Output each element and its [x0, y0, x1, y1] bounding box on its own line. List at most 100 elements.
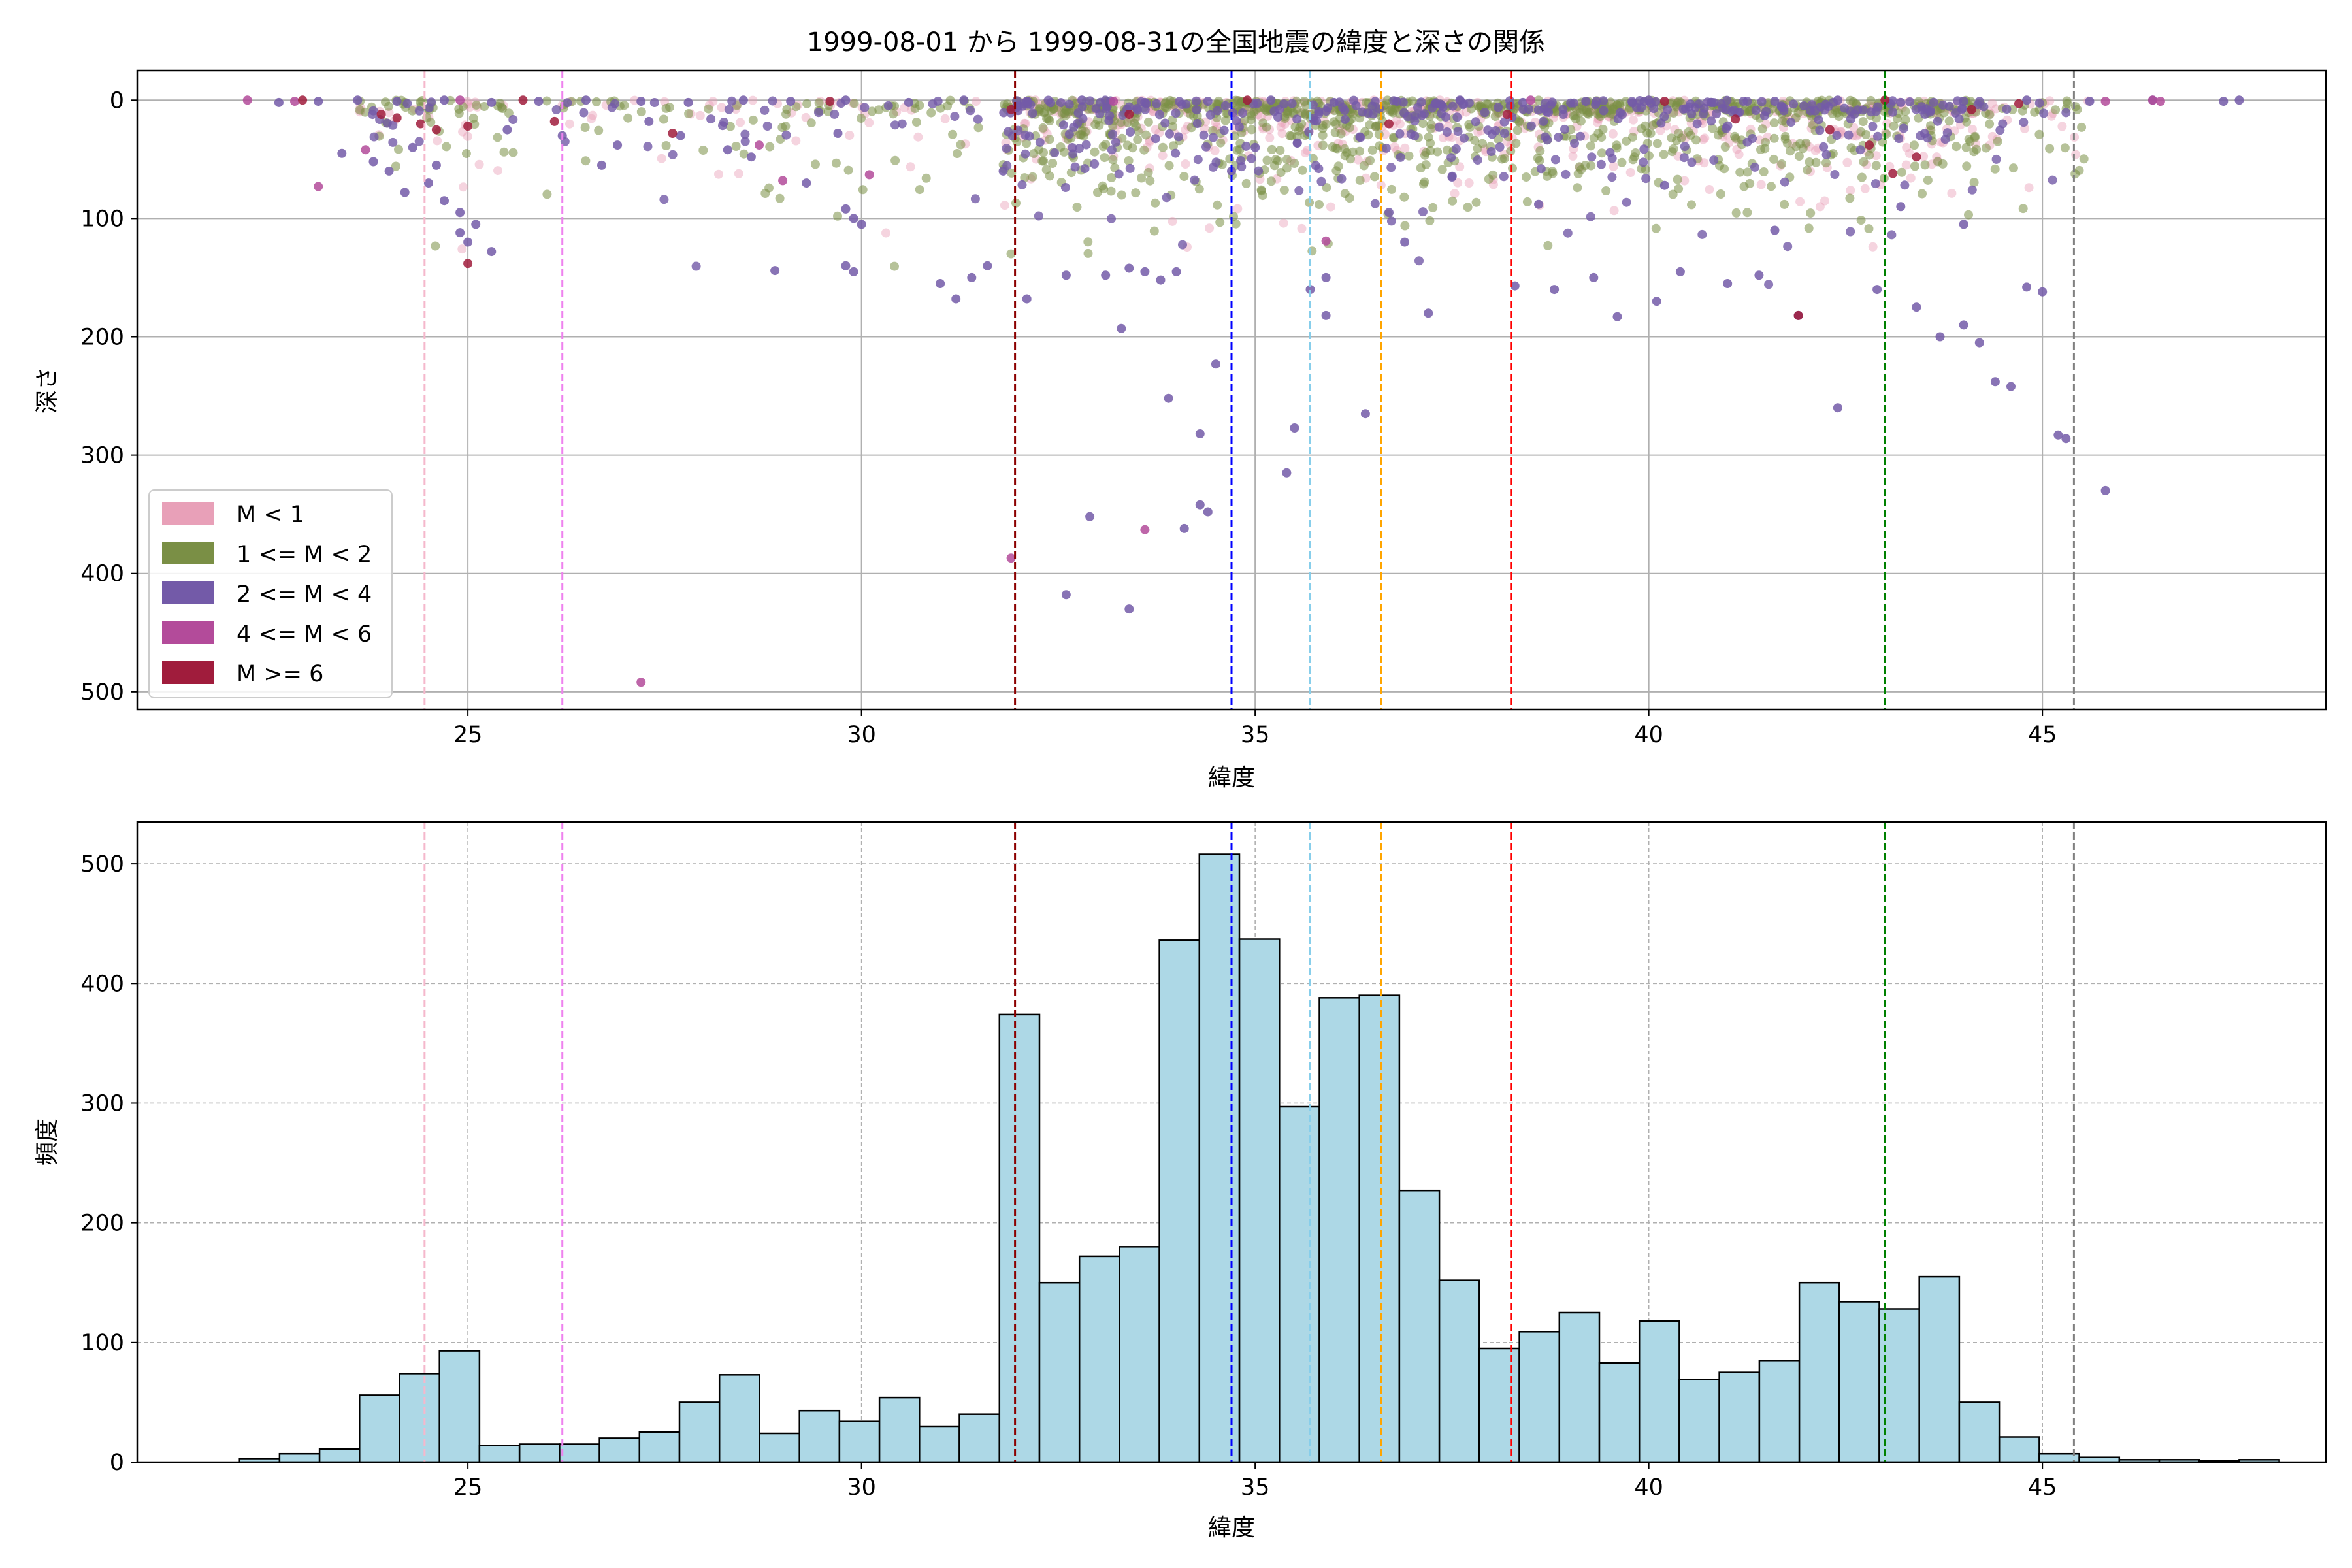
data-point — [1991, 154, 2001, 164]
histogram-bar — [638, 1431, 681, 1463]
data-point — [1414, 256, 1424, 266]
data-point — [1205, 223, 1215, 233]
legend-entry: 4 <= M < 6 — [162, 621, 372, 647]
data-point — [1294, 186, 1304, 195]
data-point — [1140, 97, 1150, 107]
data-point — [1370, 172, 1379, 182]
data-point — [740, 129, 750, 139]
data-point — [1208, 126, 1218, 135]
histogram-bar — [1838, 1301, 1880, 1463]
data-point — [1238, 108, 1247, 118]
data-point — [1178, 240, 1187, 250]
data-point — [661, 141, 671, 150]
data-point — [2234, 95, 2244, 105]
histogram-bar — [678, 1401, 721, 1463]
data-point — [1367, 101, 1377, 111]
data-point — [1769, 133, 1779, 143]
data-point — [1723, 279, 1733, 288]
data-point — [1935, 332, 1945, 342]
data-point — [1410, 131, 1420, 140]
data-point — [1864, 224, 1874, 234]
data-point — [1546, 100, 1556, 110]
data-point — [1355, 175, 1365, 185]
data-point — [337, 148, 347, 158]
data-point — [1340, 106, 1350, 116]
data-point — [1858, 105, 1868, 115]
data-point — [384, 101, 393, 111]
data-point — [1158, 151, 1168, 161]
data-point — [659, 114, 668, 124]
data-point — [1889, 121, 1899, 131]
data-point — [1139, 145, 1149, 155]
data-point — [1659, 150, 1669, 159]
data-point — [1646, 128, 1656, 138]
data-point — [1128, 143, 1137, 153]
data-point — [1569, 111, 1578, 121]
data-point — [1083, 237, 1093, 247]
data-point — [945, 95, 955, 105]
data-point — [1795, 197, 1805, 206]
data-point — [2024, 183, 2034, 193]
data-point — [1420, 109, 1429, 119]
data-point — [1426, 139, 1435, 148]
y-tick-label: 100 — [80, 1330, 124, 1356]
data-point — [636, 107, 646, 117]
data-point — [1962, 161, 1972, 171]
data-point — [1735, 167, 1745, 177]
data-point — [1168, 216, 1177, 226]
data-point — [1006, 553, 1016, 563]
data-point — [659, 195, 669, 204]
data-point — [1944, 116, 1954, 126]
data-point — [1191, 96, 1201, 106]
data-point — [1428, 203, 1438, 212]
data-point — [1117, 190, 1126, 200]
data-point — [1720, 142, 1730, 152]
data-point — [1099, 184, 1109, 194]
data-point — [1090, 147, 1100, 157]
data-point — [1920, 160, 1930, 170]
data-point — [1607, 172, 1617, 182]
data-point — [1145, 176, 1155, 186]
data-point — [1463, 203, 1473, 212]
data-point — [1871, 151, 1881, 161]
data-point — [1798, 144, 1808, 154]
data-point — [2018, 204, 2028, 214]
data-point — [1413, 103, 1422, 112]
data-point — [915, 185, 924, 195]
data-point — [1165, 129, 1174, 139]
data-point — [1140, 267, 1150, 276]
data-point — [1149, 226, 1159, 236]
data-point — [493, 133, 502, 142]
data-point — [806, 118, 816, 128]
data-point — [1239, 116, 1249, 125]
data-point — [1355, 132, 1365, 142]
data-point — [1418, 207, 1428, 217]
data-point — [1133, 135, 1143, 144]
data-point — [1072, 203, 1082, 212]
data-point — [857, 114, 866, 123]
data-point — [1535, 146, 1545, 155]
data-point — [463, 259, 473, 269]
data-point — [1124, 110, 1134, 119]
data-point — [1966, 97, 1975, 106]
data-point — [1318, 140, 1328, 150]
data-point — [1858, 117, 1868, 127]
data-point — [762, 122, 772, 131]
data-point — [1628, 155, 1638, 165]
scatter-points — [242, 95, 2244, 687]
data-point — [1353, 155, 1363, 165]
data-point — [736, 118, 745, 127]
data-point — [1101, 270, 1111, 280]
legend-label: 1 <= M < 2 — [237, 542, 372, 568]
data-point — [1910, 161, 1919, 171]
data-point — [2034, 98, 2044, 108]
data-point — [1141, 130, 1151, 140]
data-point — [1488, 170, 1498, 180]
data-point — [765, 142, 775, 152]
x-tick-label: 25 — [453, 722, 483, 748]
data-point — [1169, 141, 1178, 151]
data-point — [1866, 95, 1876, 105]
data-point — [1730, 131, 1740, 141]
data-point — [2057, 122, 2067, 131]
histogram-bar — [1718, 1371, 1761, 1463]
